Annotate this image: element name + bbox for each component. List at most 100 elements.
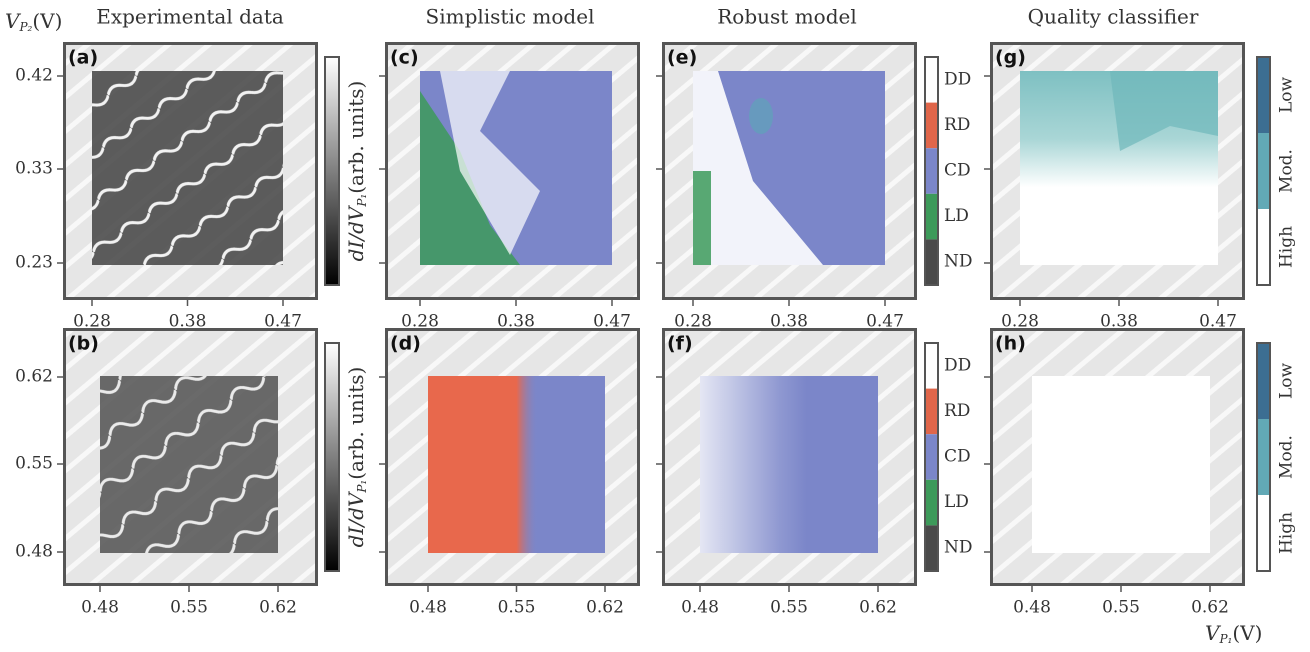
dd-region	[693, 71, 823, 265]
class-swatch	[925, 434, 938, 480]
column-title: Robust model	[717, 5, 856, 29]
dd-region	[440, 71, 540, 255]
y-tick-label: 0.62	[15, 367, 53, 387]
quality-bar-frame	[1256, 56, 1271, 286]
column-title: Simplistic model	[426, 5, 595, 29]
quality-label: High	[1277, 226, 1297, 268]
class-label: ND	[944, 538, 973, 558]
text-part: (arb. units)	[344, 367, 368, 480]
x-tick-label: 0.62	[259, 598, 297, 618]
class-swatch	[925, 388, 938, 435]
class-label: LD	[944, 206, 969, 226]
class-swatch	[925, 148, 938, 194]
text-part: V	[1205, 621, 1222, 645]
quality-swatch	[1257, 495, 1270, 571]
class-label: DD	[944, 69, 971, 89]
ld-region	[693, 171, 711, 265]
text-part: P₁	[355, 194, 369, 208]
panel-frame	[662, 328, 917, 586]
x-tick-label: 0.38	[497, 312, 535, 332]
class-bar-frame	[924, 342, 939, 572]
x-tick-label: 0.55	[770, 598, 808, 618]
panel-label: (f)	[667, 333, 693, 355]
panel-frame	[385, 42, 640, 300]
text-part: (arb. units)	[344, 81, 368, 194]
class-swatch	[925, 525, 938, 571]
panel-label: (h)	[995, 333, 1026, 355]
class-label: LD	[944, 492, 969, 512]
panel-label: (b)	[68, 333, 99, 355]
text-part: dI/dV	[344, 490, 368, 547]
panel-label: (a)	[68, 47, 98, 69]
quality-label: Mod.	[1277, 149, 1297, 193]
quality-label: Mod.	[1277, 435, 1297, 479]
x-tick-label: 0.62	[1191, 598, 1229, 618]
x-tick-label: 0.38	[770, 312, 808, 332]
y-tick-label: 0.33	[15, 159, 53, 179]
colorbar	[324, 342, 340, 572]
colorbar-label: dI/dVP₁(arb. units)	[344, 367, 369, 548]
panel-frame	[662, 42, 917, 300]
panel-frame	[990, 328, 1245, 586]
panel	[385, 42, 640, 300]
quality-label: Low	[1277, 363, 1297, 400]
x-tick-label: 0.28	[1001, 312, 1039, 332]
panel	[63, 328, 318, 586]
class-label: DD	[944, 355, 971, 375]
panel-frame	[63, 328, 318, 586]
y-tick-label: 0.23	[15, 253, 53, 273]
quality-label: High	[1277, 512, 1297, 554]
x-tick-label: 0.48	[409, 598, 447, 618]
x-tick-label: 0.47	[593, 312, 631, 332]
quality-swatch	[1257, 133, 1270, 209]
text-part: (V)	[1232, 621, 1262, 645]
ld-spot	[749, 98, 773, 134]
class-label: RD	[944, 401, 970, 421]
quality-swatch	[1257, 209, 1270, 285]
quality-swatch	[1257, 57, 1270, 133]
colorbar-label: dI/dVP₁(arb. units)	[344, 81, 369, 262]
y-tick-label: 0.55	[15, 454, 53, 474]
x-tick-label: 0.55	[1102, 598, 1140, 618]
quality-bar-frame	[1256, 342, 1271, 572]
dd-wash	[700, 376, 878, 553]
quality-label: Low	[1277, 77, 1297, 114]
text-part: (V)	[32, 9, 62, 33]
class-label: RD	[944, 115, 970, 135]
x-tick-label: 0.55	[170, 598, 208, 618]
text-part: V	[5, 9, 22, 33]
text-part: P₂	[18, 20, 32, 34]
class-label: ND	[944, 252, 973, 272]
x-tick-label: 0.38	[169, 312, 207, 332]
panel	[990, 42, 1245, 300]
panel-frame	[385, 328, 640, 586]
x-tick-label: 0.47	[866, 312, 904, 332]
panel	[385, 328, 640, 586]
class-swatch	[925, 57, 938, 103]
measured-region	[100, 376, 278, 553]
class-swatch	[925, 479, 938, 526]
class-bar-frame	[924, 56, 939, 286]
column-title: Quality classifier	[1028, 5, 1199, 29]
panel-frame	[63, 42, 318, 300]
y-tick-label: 0.42	[15, 66, 53, 86]
panel	[662, 42, 917, 300]
quality-map	[1032, 376, 1210, 553]
y-tick-label: 0.48	[15, 542, 53, 562]
x-tick-label: 0.38	[1100, 312, 1138, 332]
class-label: CD	[944, 447, 971, 467]
quality-swatch	[1257, 419, 1270, 495]
y-axis-label: VP₂(V)	[5, 9, 62, 34]
x-tick-label: 0.62	[859, 598, 897, 618]
x-tick-label: 0.48	[81, 598, 119, 618]
colorbar	[324, 56, 340, 286]
x-tick-label: 0.47	[1199, 312, 1237, 332]
x-tick-label: 0.28	[674, 312, 712, 332]
text-part: P₁	[355, 480, 369, 494]
class-swatch	[925, 343, 938, 389]
low-region	[1110, 71, 1218, 151]
panel-label: (d)	[390, 333, 421, 355]
x-tick-label: 0.28	[73, 312, 111, 332]
class-swatch	[925, 102, 938, 149]
text-part: P₁	[1218, 632, 1232, 646]
